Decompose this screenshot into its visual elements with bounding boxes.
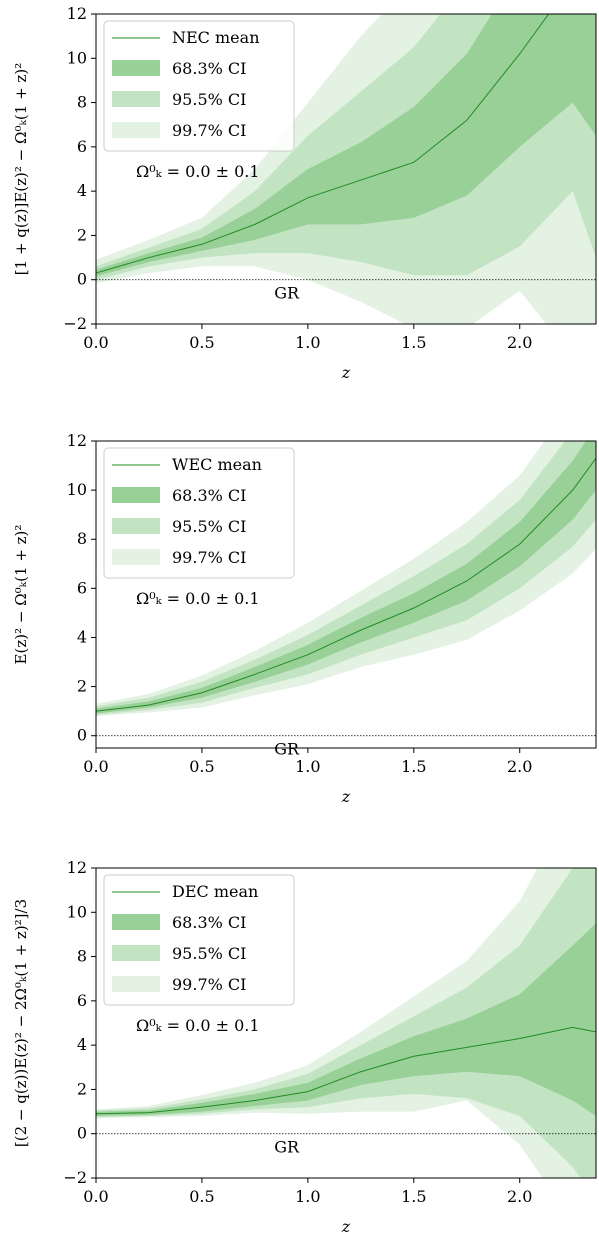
legend-label: 99.7% CI [172,975,246,994]
y-tick-label: 8 [77,93,87,112]
legend-swatch-ci-1 [112,914,160,930]
legend-box [103,447,295,579]
y-tick-label: 8 [77,529,87,548]
x-tick-label: 2.0 [507,1187,532,1206]
legend-label: 99.7% CI [172,548,246,567]
x-tick-label: 2.0 [507,757,532,776]
x-axis-label: z [341,787,351,806]
x-tick-label: 0.5 [189,757,214,776]
legend-label: WEC mean [172,455,262,474]
plot-frame [95,13,597,325]
gr-label: GR [274,1138,300,1157]
panel-wec: 0.0 0.5 1.0 1.5 2.0 0 2 4 6 8 10 12 z E(z)² − Ω⁰ₖ(1 +… [12,431,597,806]
plot-frame [95,867,597,1179]
y-tick-label: 4 [77,627,87,646]
legend-label: 68.3% CI [172,913,246,932]
omega-annotation: Ω⁰ₖ = 0.0 ± 0.1 [136,1016,260,1035]
legend-swatch-ci-1 [112,60,160,76]
legend-label: 95.5% CI [172,90,246,109]
x-tick-label: 1.5 [401,757,426,776]
plot-frame [95,440,597,749]
omega-annotation: Ω⁰ₖ = 0.0 ± 0.1 [136,162,260,181]
y-axis-label: [(2 − q(z))E(z)² − 2Ω⁰ₖ(1 + z)²]/3 [12,899,30,1147]
y-tick-label: −2 [63,1168,87,1187]
legend-swatch-ci-2 [112,518,160,534]
y-tick-label: 6 [77,578,87,597]
y-tick-label: 8 [77,947,87,966]
plot-area [96,868,596,1178]
legend-swatch-ci-1 [112,487,160,503]
y-tick-label: 4 [77,1035,87,1054]
x-tick-label: 1.5 [401,333,426,352]
y-tick-label: 0 [77,270,87,289]
y-tick-label: 10 [67,48,87,67]
legend-label: 95.5% CI [172,944,246,963]
legend-label: NEC mean [172,28,260,47]
legend-label: 99.7% CI [172,121,246,140]
legend-swatch-ci-2 [112,945,160,961]
x-tick-label: 0.5 [189,333,214,352]
legend-label: 68.3% CI [172,59,246,78]
x-tick-label: 1.0 [295,757,320,776]
legend-box [103,20,295,152]
mean-line [96,1026,596,1115]
legend-swatch-ci-3 [112,549,160,565]
ci-band-1 [96,441,596,714]
y-axis-label: [1 + q(z)]E(z)² − Ω⁰ₖ(1 + z)² [12,63,30,275]
plot-area [96,14,596,324]
legend-box [103,874,295,1006]
y-tick-label: 12 [67,4,87,23]
y-tick-label: 6 [77,137,87,156]
x-tick-label: 0.5 [189,1187,214,1206]
y-tick-label: 2 [77,1079,87,1098]
y-axis-label: E(z)² − Ω⁰ₖ(1 + z)² [12,525,30,665]
gr-label: GR [274,740,300,759]
y-tick-label: 10 [67,480,87,499]
x-tick-label: 1.5 [401,1187,426,1206]
legend-swatch-ci-3 [112,122,160,138]
y-tick-label: 12 [67,858,87,877]
y-tick-label: 2 [77,677,87,696]
ci-band-1 [96,14,596,277]
x-tick-label: 2.0 [507,333,532,352]
x-tick-label: 0.0 [83,1187,108,1206]
y-tick-label: 0 [77,726,87,745]
x-tick-label: 1.0 [295,1187,320,1206]
mean-line [96,14,550,274]
x-axis-label: z [341,363,351,382]
y-tick-label: 2 [77,225,87,244]
x-tick-label: 0.0 [83,757,108,776]
y-tick-label: 4 [77,181,87,200]
y-tick-label: 10 [67,902,87,921]
panel-nec: 0.0 0.5 1.0 1.5 2.0 −2 0 2 4 6 8 10 12 z [1 + q(z)]E(z… [12,4,597,382]
y-tick-label: 0 [77,1124,87,1143]
panel-dec: 0.0 0.5 1.0 1.5 2.0 −2 0 2 4 6 8 10 12 z [(2 − q(z))E(… [12,858,597,1236]
x-tick-label: 1.0 [295,333,320,352]
legend-label: 95.5% CI [172,517,246,536]
gr-label: GR [274,284,300,303]
legend-label: 68.3% CI [172,486,246,505]
y-tick-label: −2 [63,314,87,333]
y-tick-label: 6 [77,991,87,1010]
omega-annotation: Ω⁰ₖ = 0.0 ± 0.1 [136,589,260,608]
legend-swatch-ci-2 [112,91,160,107]
y-tick-label: 12 [67,431,87,450]
ci-band-1 [96,923,596,1116]
plot-area [96,441,596,737]
mean-line [96,457,596,712]
x-axis-label: z [341,1217,351,1236]
legend-label: DEC mean [172,882,258,901]
legend-swatch-ci-3 [112,976,160,992]
x-tick-label: 0.0 [83,333,108,352]
